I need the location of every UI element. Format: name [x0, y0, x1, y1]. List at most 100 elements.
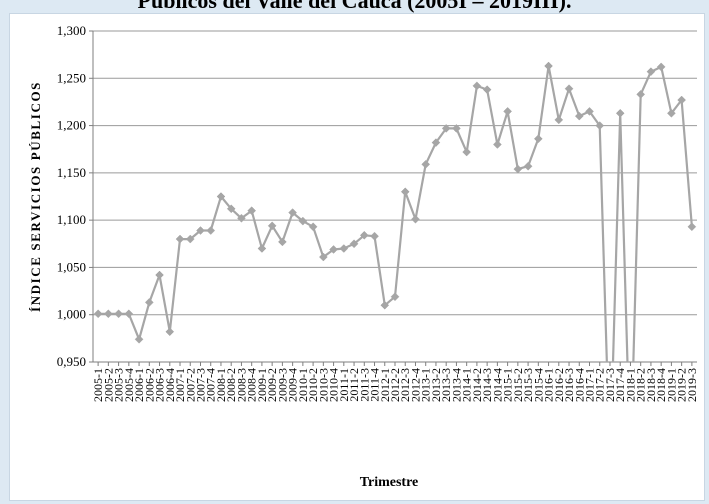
x-tick-label: 2005-2: [101, 368, 115, 402]
data-point: [411, 214, 420, 224]
data-point: [329, 245, 338, 254]
data-point: [533, 134, 543, 144]
data-point: [247, 206, 257, 216]
x-tick-label: 2013-1: [419, 368, 433, 402]
x-tick-label: 2006-1: [132, 368, 146, 402]
chart-panel: [9, 13, 705, 501]
data-point: [421, 159, 431, 169]
data-point: [216, 192, 226, 201]
data-point: [318, 252, 328, 262]
data-point: [165, 327, 175, 337]
data-point: [175, 234, 185, 244]
data-point: [554, 115, 564, 125]
x-tick-label: 2008-2: [224, 368, 238, 402]
x-tick-label: 2008-3: [234, 368, 248, 402]
x-tick-label: 2014-2: [470, 368, 484, 402]
x-tick-label: 2012-3: [398, 368, 412, 402]
x-tick-label: 2018-2: [634, 368, 648, 402]
data-point: [441, 124, 451, 133]
x-tick-label: 2014-4: [490, 368, 504, 402]
x-tick-label: 2007-2: [183, 368, 197, 402]
x-tick-label: 2013-2: [429, 368, 443, 402]
x-tick-label: 2018-1: [623, 368, 637, 402]
x-tick-label: 2016-4: [572, 368, 586, 402]
data-point: [606, 462, 614, 470]
y-tick-label: 1,150: [57, 165, 86, 180]
x-tick-label: 2006-4: [163, 368, 177, 402]
data-point: [237, 213, 246, 223]
data-point: [288, 208, 297, 217]
x-tick-label: 2008-1: [214, 368, 228, 402]
data-point: [134, 334, 144, 344]
data-point: [544, 61, 553, 71]
data-point: [615, 108, 625, 118]
x-tick-label: 2006-2: [142, 368, 156, 402]
data-point: [298, 216, 308, 226]
x-tick-label: 2011-4: [368, 368, 382, 402]
x-tick-label: 2013-4: [449, 368, 463, 402]
data-point: [185, 234, 195, 244]
x-tick-label: 2010-1: [296, 368, 310, 402]
data-point: [206, 226, 216, 235]
chart-title: Públicos del Valle del Cauca (2005I – 20…: [137, 0, 572, 13]
data-point: [585, 107, 594, 116]
data-point: [452, 124, 461, 133]
data-point: [574, 111, 584, 121]
data-point: [196, 226, 205, 235]
data-point: [124, 309, 134, 319]
data-point: [482, 85, 492, 94]
x-axis-title: Trimestre: [360, 475, 419, 490]
x-tick-label: 2009-4: [286, 368, 300, 402]
data-point: [226, 204, 236, 214]
x-tick-label: 2012-4: [408, 368, 422, 402]
data-point: [93, 309, 103, 319]
data-point: [267, 221, 277, 231]
x-tick-label: 2005-1: [91, 368, 105, 402]
data-point: [400, 187, 410, 197]
data-point: [656, 62, 666, 72]
data-point: [308, 222, 318, 232]
x-tick-label: 2018-4: [654, 368, 668, 402]
data-point: [472, 81, 482, 91]
data-point: [431, 138, 441, 147]
data-point: [155, 270, 164, 280]
x-tick-label: 2014-1: [460, 368, 474, 402]
data-point: [667, 108, 676, 118]
x-tick-label: 2015-3: [521, 368, 535, 402]
x-tick-label: 2009-3: [275, 368, 289, 402]
y-tick-label: 0,950: [57, 354, 86, 369]
x-tick-label: 2005-3: [112, 368, 126, 402]
x-tick-label: 2018-3: [644, 368, 658, 402]
x-tick-label: 2015-2: [511, 368, 525, 402]
x-tick-label: 2009-2: [265, 368, 279, 402]
x-tick-label: 2019-2: [675, 368, 689, 402]
x-tick-label: 2010-3: [316, 368, 330, 402]
data-point: [626, 462, 634, 470]
x-tick-label: 2008-4: [245, 368, 259, 402]
x-tick-label: 2017-2: [593, 368, 607, 402]
x-tick-label: 2011-1: [337, 368, 351, 402]
x-tick-label: 2006-3: [153, 368, 167, 402]
data-point: [462, 147, 472, 157]
x-tick-label: 2016-3: [562, 368, 576, 402]
data-point: [114, 309, 123, 319]
data-point: [104, 309, 113, 319]
x-tick-label: 2007-1: [173, 368, 187, 402]
data-point: [349, 239, 359, 249]
data-point: [513, 164, 523, 174]
data-point: [380, 300, 390, 310]
data-point: [359, 230, 369, 240]
x-tick-label: 2013-3: [439, 368, 453, 402]
x-tick-label: 2007-3: [193, 368, 207, 402]
data-point: [144, 298, 154, 307]
x-tick-label: 2016-2: [552, 368, 566, 402]
data-point: [503, 107, 512, 116]
data-point: [339, 244, 349, 253]
x-tick-label: 2007-4: [204, 368, 218, 402]
data-point: [646, 67, 656, 77]
x-tick-label: 2011-2: [347, 368, 361, 402]
x-tick-label: 2011-3: [357, 368, 371, 402]
data-point: [493, 140, 502, 149]
y-axis-title: ÍNDICE SERVICIOS PÚBLICOS: [28, 81, 43, 312]
